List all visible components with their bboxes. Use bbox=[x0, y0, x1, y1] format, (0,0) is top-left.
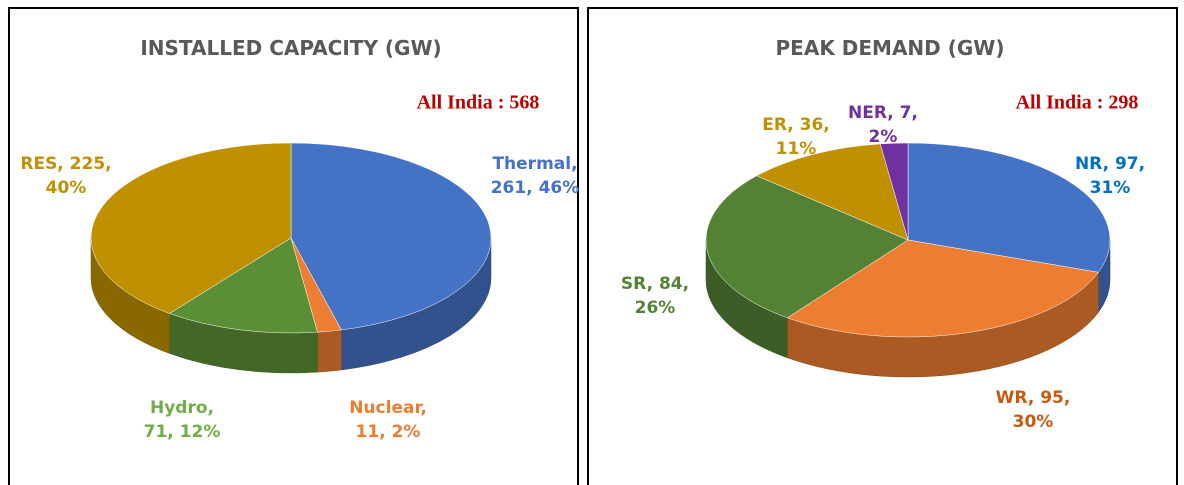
data-label: RES, 225, 40% bbox=[20, 154, 112, 198]
data-label: NER, 7, 2% bbox=[848, 103, 918, 147]
slice bbox=[756, 143, 909, 241]
panel-border bbox=[8, 7, 579, 485]
data-label: WR, 95, 30% bbox=[995, 388, 1071, 432]
slice bbox=[705, 175, 909, 319]
slice bbox=[786, 239, 1099, 338]
pie-tops bbox=[705, 142, 1111, 338]
data-label: Nuclear, 11, 2% bbox=[349, 398, 427, 442]
slice bbox=[907, 142, 1111, 273]
slice bbox=[90, 142, 292, 314]
data-label: Thermal, 261, 46% bbox=[490, 154, 580, 198]
chart-title: INSTALLED CAPACITY (GW) bbox=[140, 36, 442, 60]
slice bbox=[168, 237, 318, 334]
panel-border bbox=[587, 7, 1178, 485]
slice-side bbox=[317, 329, 342, 373]
data-label: ER, 36, 11% bbox=[762, 115, 830, 159]
data-label: Hydro, 71, 12% bbox=[143, 398, 221, 442]
pie-sides bbox=[705, 239, 1111, 378]
annotation: All India : 568 bbox=[416, 91, 540, 114]
chart-title: PEAK DEMAND (GW) bbox=[775, 36, 1005, 60]
annotation: All India : 298 bbox=[1015, 91, 1139, 114]
slice bbox=[879, 142, 909, 241]
data-label: NR, 97, 31% bbox=[1074, 154, 1146, 198]
data-label: SR, 84, 26% bbox=[620, 274, 690, 318]
slice bbox=[290, 142, 492, 331]
pie-tops bbox=[90, 142, 492, 334]
